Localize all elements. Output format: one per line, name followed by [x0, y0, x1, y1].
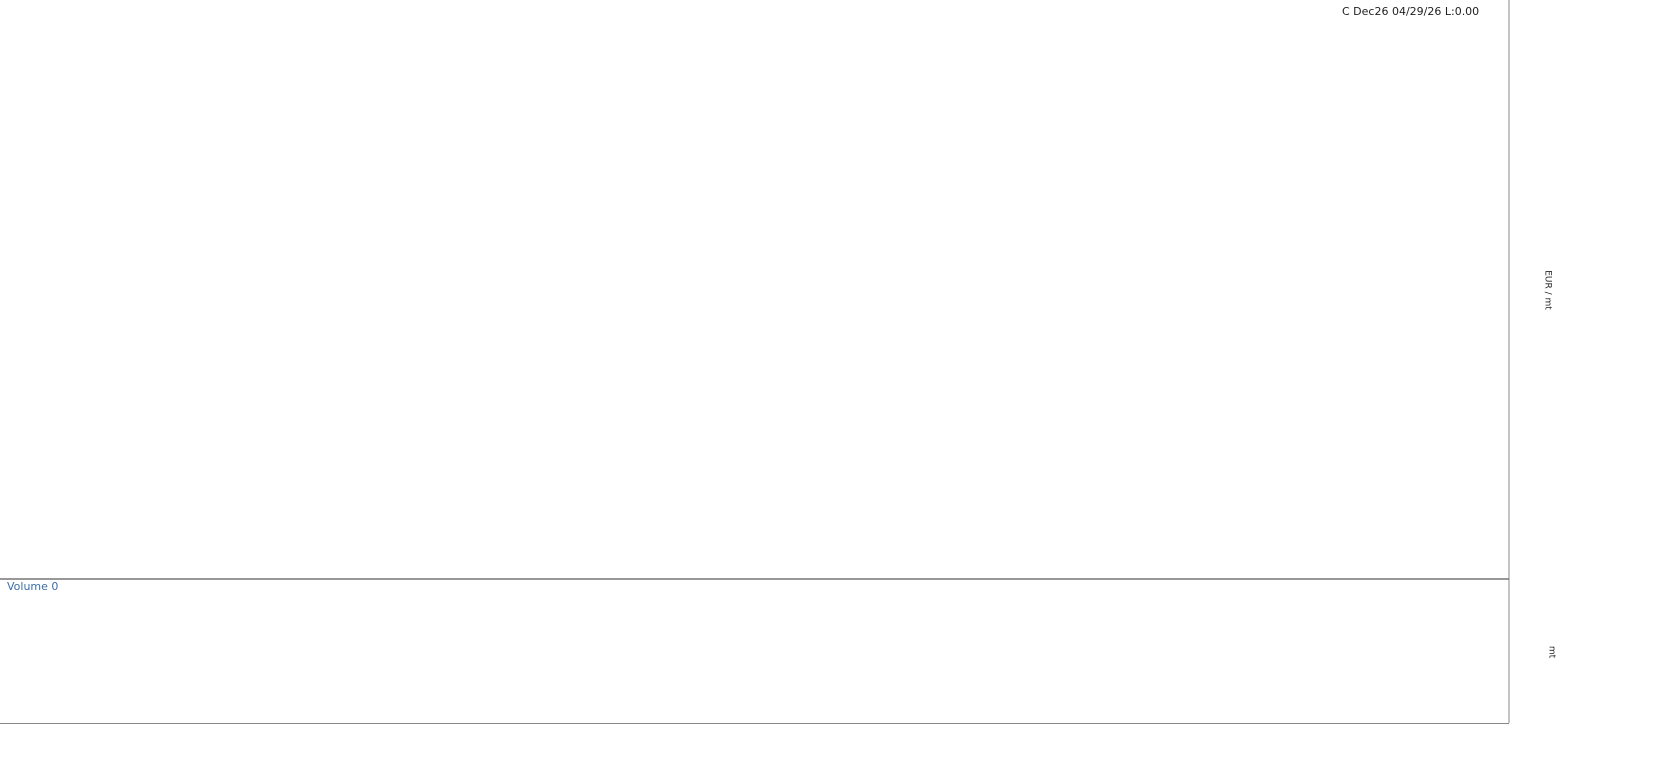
volume-title: Volume 0	[7, 580, 58, 593]
axes: C Dec26 04/29/26 L:0.00 Volume 0 EUR / m…	[0, 0, 1557, 724]
y-axis-label: EUR / mt	[1543, 270, 1553, 310]
volume-axis-label: mt	[1547, 646, 1557, 659]
chart-title: C Dec26 04/29/26 L:0.00	[1342, 5, 1479, 18]
